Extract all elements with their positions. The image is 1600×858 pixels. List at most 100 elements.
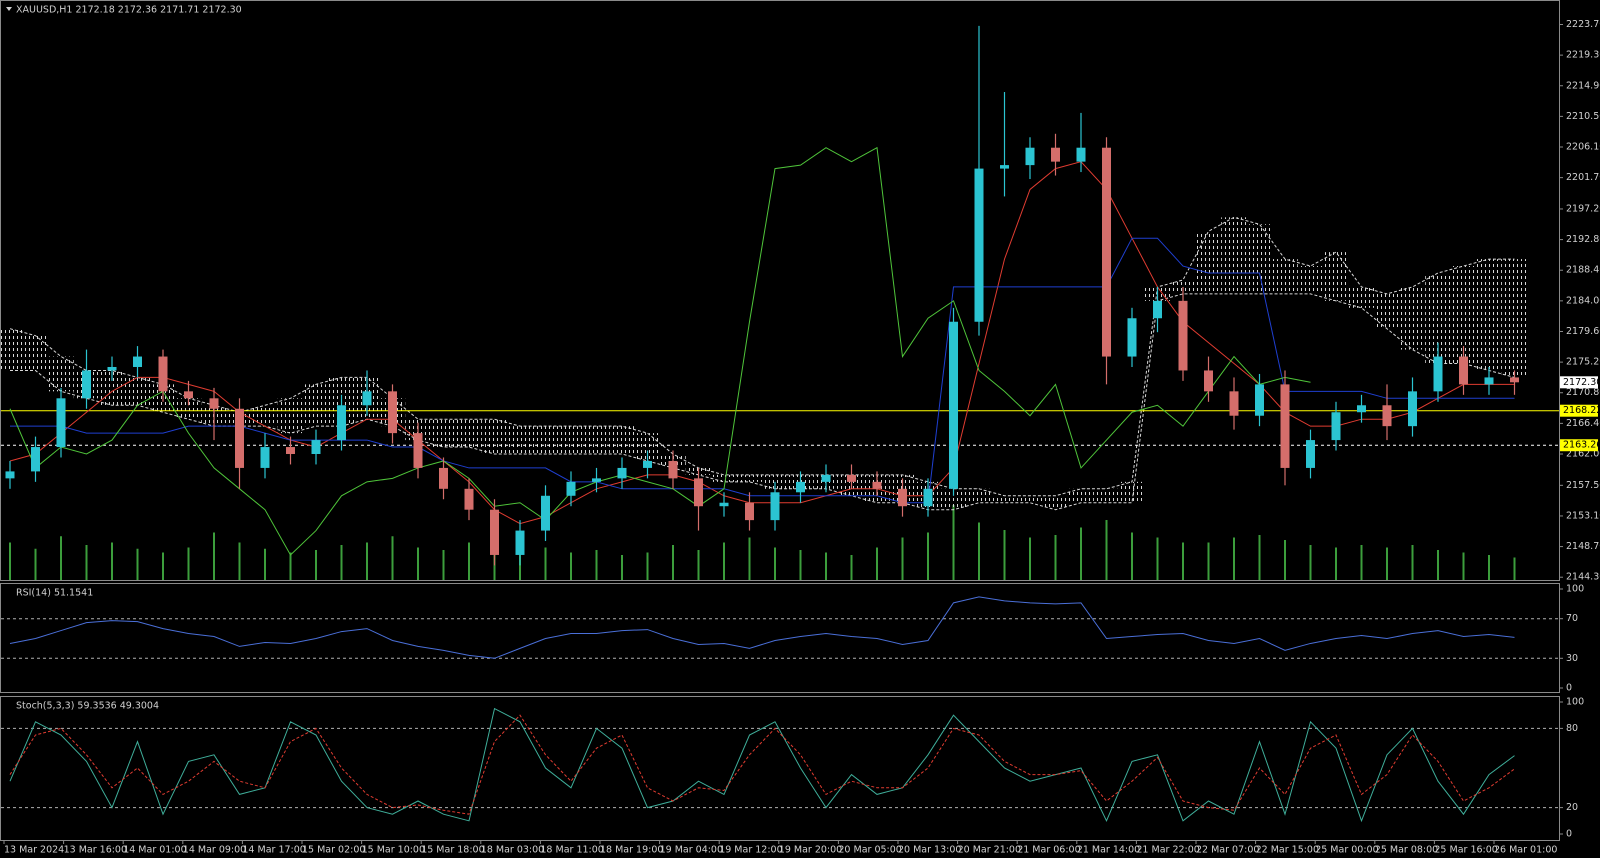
rsi-panel xyxy=(0,583,1560,693)
candle-body xyxy=(592,478,601,482)
candle-body xyxy=(235,408,244,468)
volume-bar xyxy=(978,522,980,580)
cloud-segment xyxy=(456,419,482,448)
candle-body xyxy=(490,509,499,555)
menu-arrow[interactable] xyxy=(6,7,12,11)
volume-bar xyxy=(1437,550,1439,580)
cloud-segment xyxy=(583,426,610,455)
stoch-panel xyxy=(0,696,1560,841)
x-tick-label: 18 Mar 19:00 xyxy=(600,845,663,856)
candle-body xyxy=(1204,370,1213,392)
cloud-segment xyxy=(940,488,967,510)
volume-bar xyxy=(774,547,776,580)
candle-body xyxy=(796,481,805,493)
cloud-segment xyxy=(966,488,992,503)
x-tick-label: 20 Mar 13:00 xyxy=(898,845,961,856)
volume-bar xyxy=(1182,542,1184,580)
volume-bar xyxy=(1335,547,1337,580)
volume-bar xyxy=(1131,532,1133,580)
volume-bar xyxy=(595,550,598,580)
candle-body xyxy=(821,474,831,482)
y-tick-label: 2153.10 xyxy=(1566,510,1600,521)
volume-bar xyxy=(1207,542,1210,580)
volume-bar xyxy=(1513,557,1516,580)
cloud-segment xyxy=(1042,495,1069,510)
y-tick-label: 2206.10 xyxy=(1566,142,1600,153)
volume-bar xyxy=(111,542,113,580)
y-tick-label: 2157.50 xyxy=(1566,480,1600,491)
x-tick-label: 14 Mar 17:00 xyxy=(242,845,305,856)
volume-bar xyxy=(162,552,164,580)
cloud-segment xyxy=(1093,488,1120,503)
indicator-line xyxy=(9,714,1515,815)
volume-bar xyxy=(901,537,904,580)
candle-body xyxy=(1510,377,1519,383)
candle-body xyxy=(1178,300,1188,371)
volume-bar xyxy=(748,537,751,580)
volume-bar xyxy=(34,548,37,580)
candle-body xyxy=(464,488,474,510)
volume-bar xyxy=(340,545,343,580)
cloud-upper xyxy=(9,216,1515,497)
cloud-segment xyxy=(1297,266,1324,294)
y-tick-label: 70 xyxy=(1566,613,1578,624)
y-tick-label: 2170.80 xyxy=(1566,387,1600,398)
candle-body xyxy=(1357,405,1366,413)
x-tick-label: 13 Mar 16:00 xyxy=(64,845,127,856)
panel-title: Stoch(5,3,3) 59.3536 49.3004 xyxy=(16,701,159,712)
volume-bar xyxy=(9,542,11,580)
volume-bar xyxy=(723,542,725,580)
y-tick-label: 2166.40 xyxy=(1566,418,1600,429)
candle-body xyxy=(286,447,295,455)
candle-body xyxy=(745,502,754,521)
y-tick-label: 0 xyxy=(1566,829,1572,840)
cloud-lower xyxy=(10,293,1515,511)
volume-bar xyxy=(799,550,802,580)
cloud-segment xyxy=(22,335,49,371)
y-tick-label: 2192.80 xyxy=(1566,234,1600,245)
candle-body xyxy=(362,391,372,406)
candle-body xyxy=(694,478,703,507)
candle-body xyxy=(1331,412,1341,441)
candle-body xyxy=(1076,147,1086,162)
y-tick-label: 2148.70 xyxy=(1566,541,1600,552)
candle-body xyxy=(31,447,40,472)
volume-bar xyxy=(442,550,445,580)
y-tick-label: 2162.00 xyxy=(1566,449,1600,460)
candle-body xyxy=(133,356,142,367)
x-tick-label: 19 Mar 12:00 xyxy=(719,845,782,856)
candle-body xyxy=(923,488,933,507)
volume-bar xyxy=(1488,555,1490,580)
y-tick-label: 100 xyxy=(1566,584,1584,595)
candle-body xyxy=(388,391,397,434)
y-tick-label: 2214.90 xyxy=(1566,80,1600,91)
x-tick-label: 15 Mar 18:00 xyxy=(421,845,484,856)
cloud-segment xyxy=(0,328,23,371)
cloud-segment xyxy=(1399,286,1426,350)
cloud-segment xyxy=(1068,488,1094,503)
volume-bar xyxy=(697,550,700,580)
y-tick-label: 2184.00 xyxy=(1566,295,1600,306)
volume-bar xyxy=(1080,527,1082,580)
volume-bar xyxy=(187,547,190,580)
volume-bar xyxy=(264,548,266,580)
panel-title: XAUUSD,H1 2172.18 2172.36 2171.71 2172.3… xyxy=(16,5,242,16)
y-tick-label: 2210.50 xyxy=(1566,111,1600,122)
x-tick-label: 15 Mar 10:00 xyxy=(362,845,425,856)
volume-bar xyxy=(927,532,929,580)
cloud-segment xyxy=(175,398,202,420)
volume-bar xyxy=(1386,547,1388,580)
volume-bar xyxy=(1360,545,1363,580)
candle-body xyxy=(949,321,958,489)
candle-body xyxy=(617,467,627,479)
x-tick-label: 25 Mar 00:00 xyxy=(1315,845,1378,856)
cloud-segment xyxy=(991,495,1018,503)
cloud-segment xyxy=(1323,252,1349,301)
y-tick-label: 2219.30 xyxy=(1566,50,1600,61)
candle-body xyxy=(1459,356,1468,385)
candle-body xyxy=(82,370,91,399)
candle-body xyxy=(1306,440,1315,468)
candle-body xyxy=(209,398,219,409)
price-panel xyxy=(0,0,1560,581)
volume-bar xyxy=(1003,530,1006,580)
